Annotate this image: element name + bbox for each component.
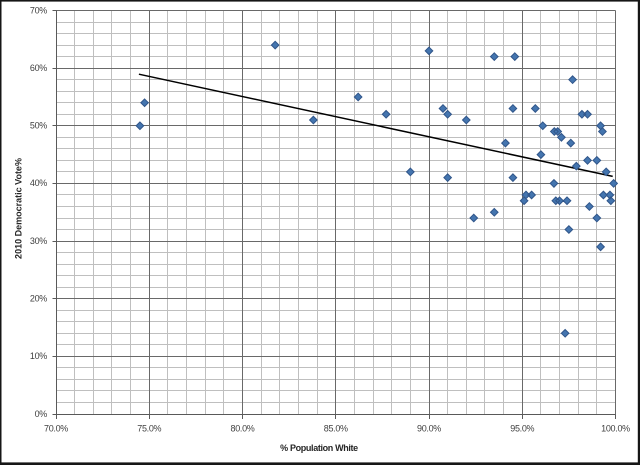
svg-text:60%: 60% [30, 63, 47, 73]
svg-text:100.0%: 100.0% [601, 423, 630, 433]
svg-text:75.0%: 75.0% [137, 423, 161, 433]
svg-text:80.0%: 80.0% [230, 423, 254, 433]
svg-text:2010 Democratic Vote%: 2010 Democratic Vote% [14, 158, 24, 259]
svg-text:20%: 20% [30, 294, 47, 304]
svg-text:95.0%: 95.0% [510, 423, 534, 433]
svg-text:40%: 40% [30, 178, 47, 188]
svg-text:% Population White: % Population White [280, 443, 358, 453]
svg-text:85.0%: 85.0% [324, 423, 348, 433]
svg-text:70.0%: 70.0% [44, 423, 68, 433]
svg-text:10%: 10% [30, 351, 47, 361]
svg-text:70%: 70% [30, 5, 47, 15]
svg-text:50%: 50% [30, 121, 47, 131]
svg-text:30%: 30% [30, 236, 47, 246]
svg-text:90.0%: 90.0% [417, 423, 441, 433]
svg-text:0%: 0% [35, 409, 48, 419]
